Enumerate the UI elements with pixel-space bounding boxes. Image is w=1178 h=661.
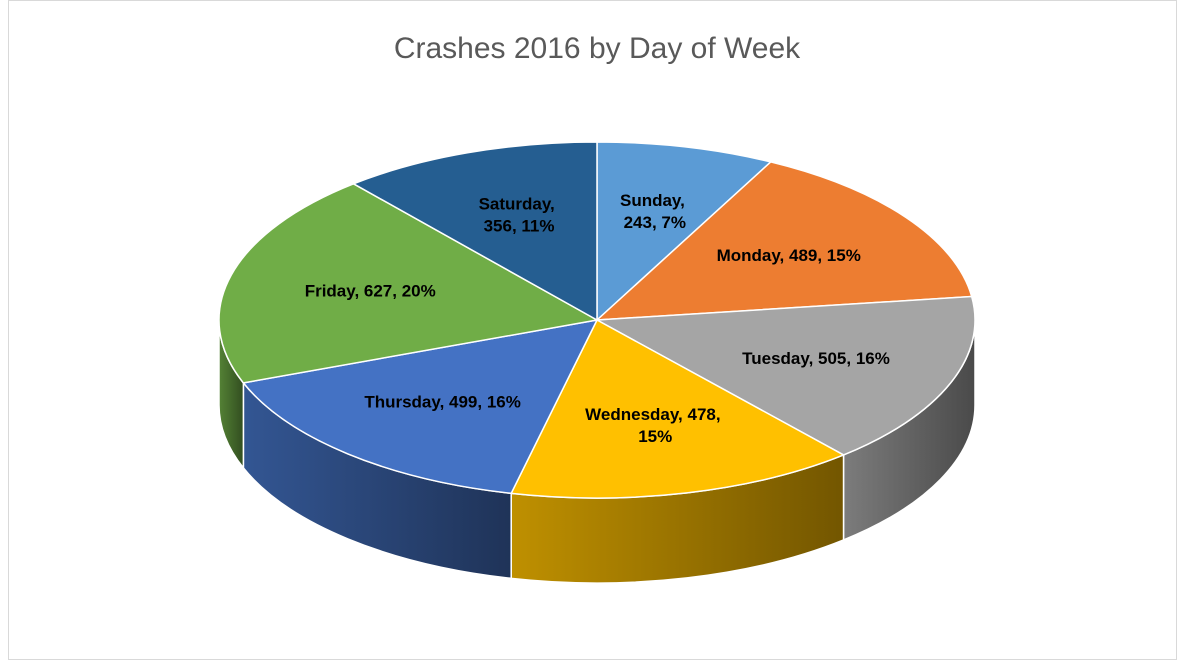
data-label: Sunday, 243, 7% <box>619 191 686 232</box>
data-label: Thursday, 499, 16% <box>364 393 521 412</box>
slice <box>351 141 598 322</box>
slice <box>594 161 973 321</box>
data-label: Saturday, 356, 11% <box>479 195 555 236</box>
chart-title: Crashes 2016 by Day of Week <box>394 32 801 65</box>
data-label: Monday, 489, 15% <box>717 246 861 265</box>
slice <box>594 295 976 456</box>
slice <box>242 319 599 495</box>
data-label: Friday, 627, 20% <box>305 282 436 301</box>
data-label: Wednesday, 478, 15% <box>585 406 720 447</box>
slice <box>510 318 846 499</box>
slice <box>218 182 600 384</box>
slice <box>596 141 773 322</box>
data-label: Tuesday, 505, 16% <box>742 349 890 368</box>
